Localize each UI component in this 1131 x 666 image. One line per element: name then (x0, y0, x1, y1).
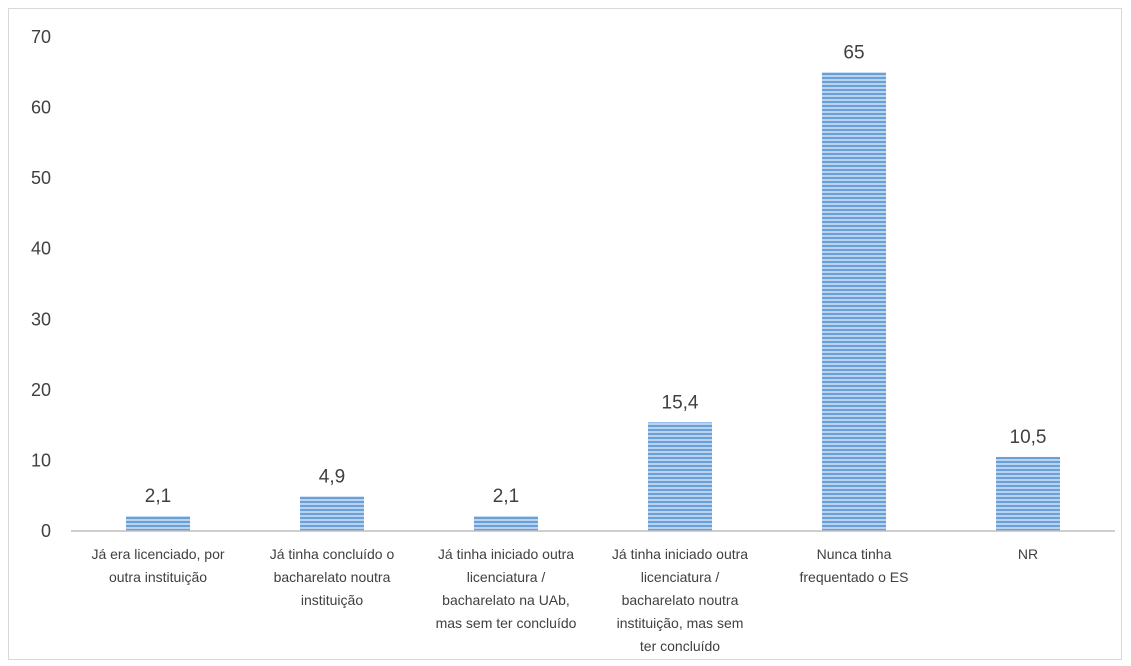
y-axis: 0 10 20 30 40 50 60 70 (31, 27, 51, 541)
x-tick-label: Já tinha iniciado outra licenciatura / bac… (436, 546, 577, 631)
chart-frame: 0 10 20 30 40 50 60 70 2,1 4,9 2,1 15,4 65 10,5 Já e… (8, 8, 1122, 660)
x-tick-label: Nunca tinha frequentado o ES (800, 546, 909, 585)
bar (996, 456, 1060, 531)
data-label: 65 (843, 42, 864, 63)
y-tick-label: 0 (41, 521, 51, 541)
data-label: 2,1 (493, 486, 519, 507)
x-tick-label: NR (1018, 546, 1038, 562)
x-tick-label: Já era licenciado, por outra instituição (91, 546, 224, 585)
bar (126, 516, 190, 531)
data-labels: 2,1 4,9 2,1 15,4 65 10,5 (145, 42, 1047, 507)
data-label: 10,5 (1010, 427, 1047, 448)
x-tick-label: Já tinha iniciado outra licenciatura / bac… (612, 546, 748, 654)
bar (822, 72, 886, 532)
bars (126, 72, 1060, 532)
category-labels: Já era licenciado, por outra instituição J… (91, 546, 1038, 654)
y-tick-label: 20 (31, 380, 51, 400)
y-tick-label: 70 (31, 27, 51, 47)
data-label: 2,1 (145, 486, 171, 507)
y-tick-label: 10 (31, 450, 51, 470)
x-tick-label: Já tinha concluído o bacharelato noutra in… (270, 546, 395, 608)
y-tick-label: 30 (31, 309, 51, 329)
bar-chart: 0 10 20 30 40 50 60 70 2,1 4,9 2,1 15,4 65 10,5 Já e… (31, 27, 1115, 654)
y-tick-label: 50 (31, 168, 51, 188)
bar (300, 496, 364, 531)
data-label: 4,9 (319, 466, 345, 487)
y-tick-label: 40 (31, 239, 51, 259)
bar (648, 422, 712, 531)
y-tick-label: 60 (31, 98, 51, 118)
bar (474, 516, 538, 531)
data-label: 15,4 (662, 392, 699, 413)
